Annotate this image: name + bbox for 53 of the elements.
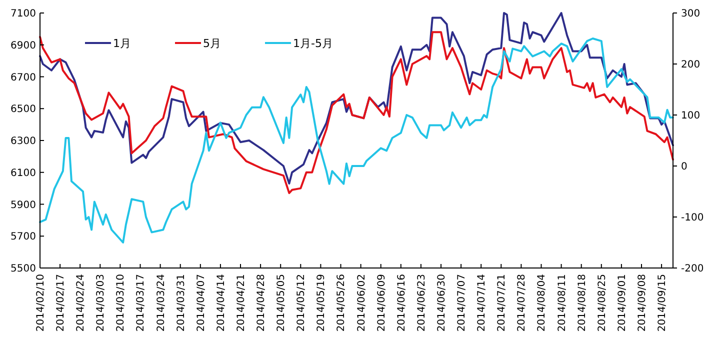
x-tick-label: 2014/06/02 — [356, 274, 368, 332]
x-tick-label: 2014/02/24 — [76, 274, 87, 332]
x-tick-label: 2014/09/08 — [636, 274, 648, 332]
y-tick-label: 5700 — [10, 232, 36, 243]
x-tick-label: 2014/07/28 — [516, 274, 528, 332]
y-tick-label: 7100 — [10, 8, 36, 20]
y2-tick-label: 200 — [681, 60, 700, 70]
x-tick-label: 2014/08/11 — [556, 274, 568, 332]
x-tick-label: 2014/04/07 — [196, 274, 207, 332]
x-tick-label: 2014/02/17 — [56, 274, 67, 332]
x-tick-label: 2014/03/17 — [136, 274, 147, 332]
x-tick-label: 2014/05/05 — [276, 274, 288, 332]
y-tick-label: 6700 — [10, 72, 36, 84]
x-tick-label: 2014/03/24 — [156, 274, 167, 332]
x-tick-label: 2014/05/12 — [296, 274, 308, 332]
x-tick-label: 2014/08/18 — [576, 274, 588, 332]
x-tick-label: 2014/09/01 — [616, 274, 628, 332]
x-tick-label: 2014/08/25 — [596, 274, 608, 332]
y-tick-label: 6100 — [10, 168, 36, 179]
x-tick-label: 2014/08/04 — [536, 274, 548, 332]
y2-tick-label: 300 — [681, 8, 700, 20]
y-tick-label: 5900 — [10, 200, 36, 211]
x-tick-label: 2014/07/14 — [476, 274, 488, 332]
y-tick-label: 5500 — [10, 264, 36, 274]
y2-tick-label: -100 — [681, 212, 704, 224]
y2-tick-label: 100 — [681, 110, 700, 122]
x-tick-label: 2014/04/21 — [236, 274, 247, 332]
y2-tick-label: -200 — [681, 264, 704, 274]
x-tick-label: 2014/05/26 — [336, 274, 348, 332]
legend-label: 1月 — [113, 36, 131, 50]
x-tick-label: 2014/03/03 — [96, 274, 107, 332]
x-tick-label: 2014/04/14 — [216, 274, 227, 332]
y-tick-label: 6500 — [10, 104, 36, 116]
x-tick-label: 2014/06/30 — [436, 274, 448, 332]
x-tick-label: 2014/09/15 — [657, 274, 668, 332]
x-tick-label: 2014/02/10 — [36, 274, 46, 332]
legend-label: 1月-5月 — [293, 36, 333, 50]
x-tick-label: 2014/06/16 — [396, 274, 408, 332]
x-tick-label: 2014/06/23 — [416, 274, 428, 332]
x-tick-label: 2014/04/28 — [256, 274, 268, 332]
line-series — [39, 38, 674, 244]
x-tick-label: 2014/05/19 — [316, 274, 328, 332]
x-tick-label: 2014/06/09 — [376, 274, 388, 332]
line-series — [39, 31, 674, 194]
y-tick-label: 6300 — [10, 136, 36, 147]
line-series — [39, 12, 674, 185]
x-tick-label: 2014/03/10 — [116, 274, 127, 332]
x-tick-label: 2014/07/07 — [456, 274, 468, 332]
x-tick-label: 2014/07/21 — [496, 274, 508, 332]
y-tick-label: 6900 — [10, 40, 36, 52]
x-tick-label: 2014/03/31 — [176, 274, 187, 332]
legend-label: 5月 — [203, 36, 221, 50]
y2-tick-label: 0 — [681, 162, 688, 172]
